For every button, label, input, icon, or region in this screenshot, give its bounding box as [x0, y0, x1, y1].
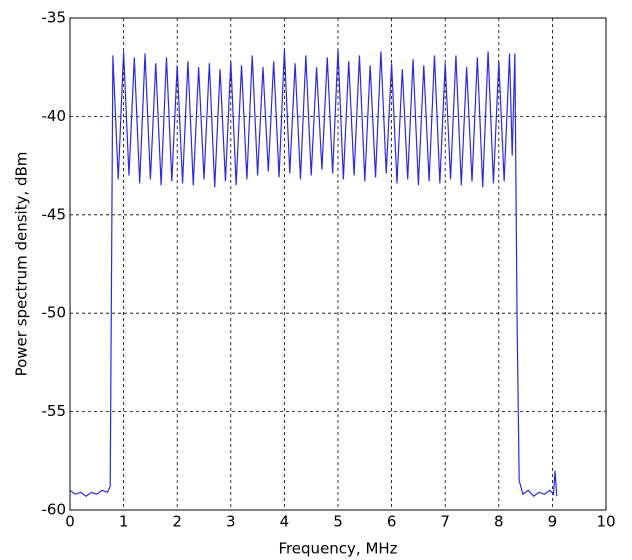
y-axis-label: Power spectrum density, dBm [13, 152, 31, 377]
x-tick-label: 10 [596, 513, 615, 531]
x-tick-label: 5 [333, 513, 343, 531]
x-tick-label: 0 [65, 513, 75, 531]
x-axis-label: Frequency, MHz [278, 540, 397, 558]
spectrum-line [69, 49, 558, 498]
x-tick-label: 2 [172, 513, 182, 531]
y-tick-label: -35 [42, 9, 67, 27]
x-tick-label: 4 [280, 513, 290, 531]
y-tick-label: -55 [42, 402, 67, 420]
x-tick-label: 9 [548, 513, 558, 531]
y-tick-label: -40 [42, 107, 67, 125]
y-tick-label: -60 [42, 501, 67, 519]
x-tick-label: 8 [494, 513, 504, 531]
x-tick-label: 7 [440, 513, 450, 531]
y-tick-label: -50 [42, 304, 67, 322]
x-tick-label: 3 [226, 513, 236, 531]
x-tick-label: 6 [387, 513, 397, 531]
y-tick-label: -45 [42, 205, 67, 223]
x-tick-label: 1 [119, 513, 129, 531]
